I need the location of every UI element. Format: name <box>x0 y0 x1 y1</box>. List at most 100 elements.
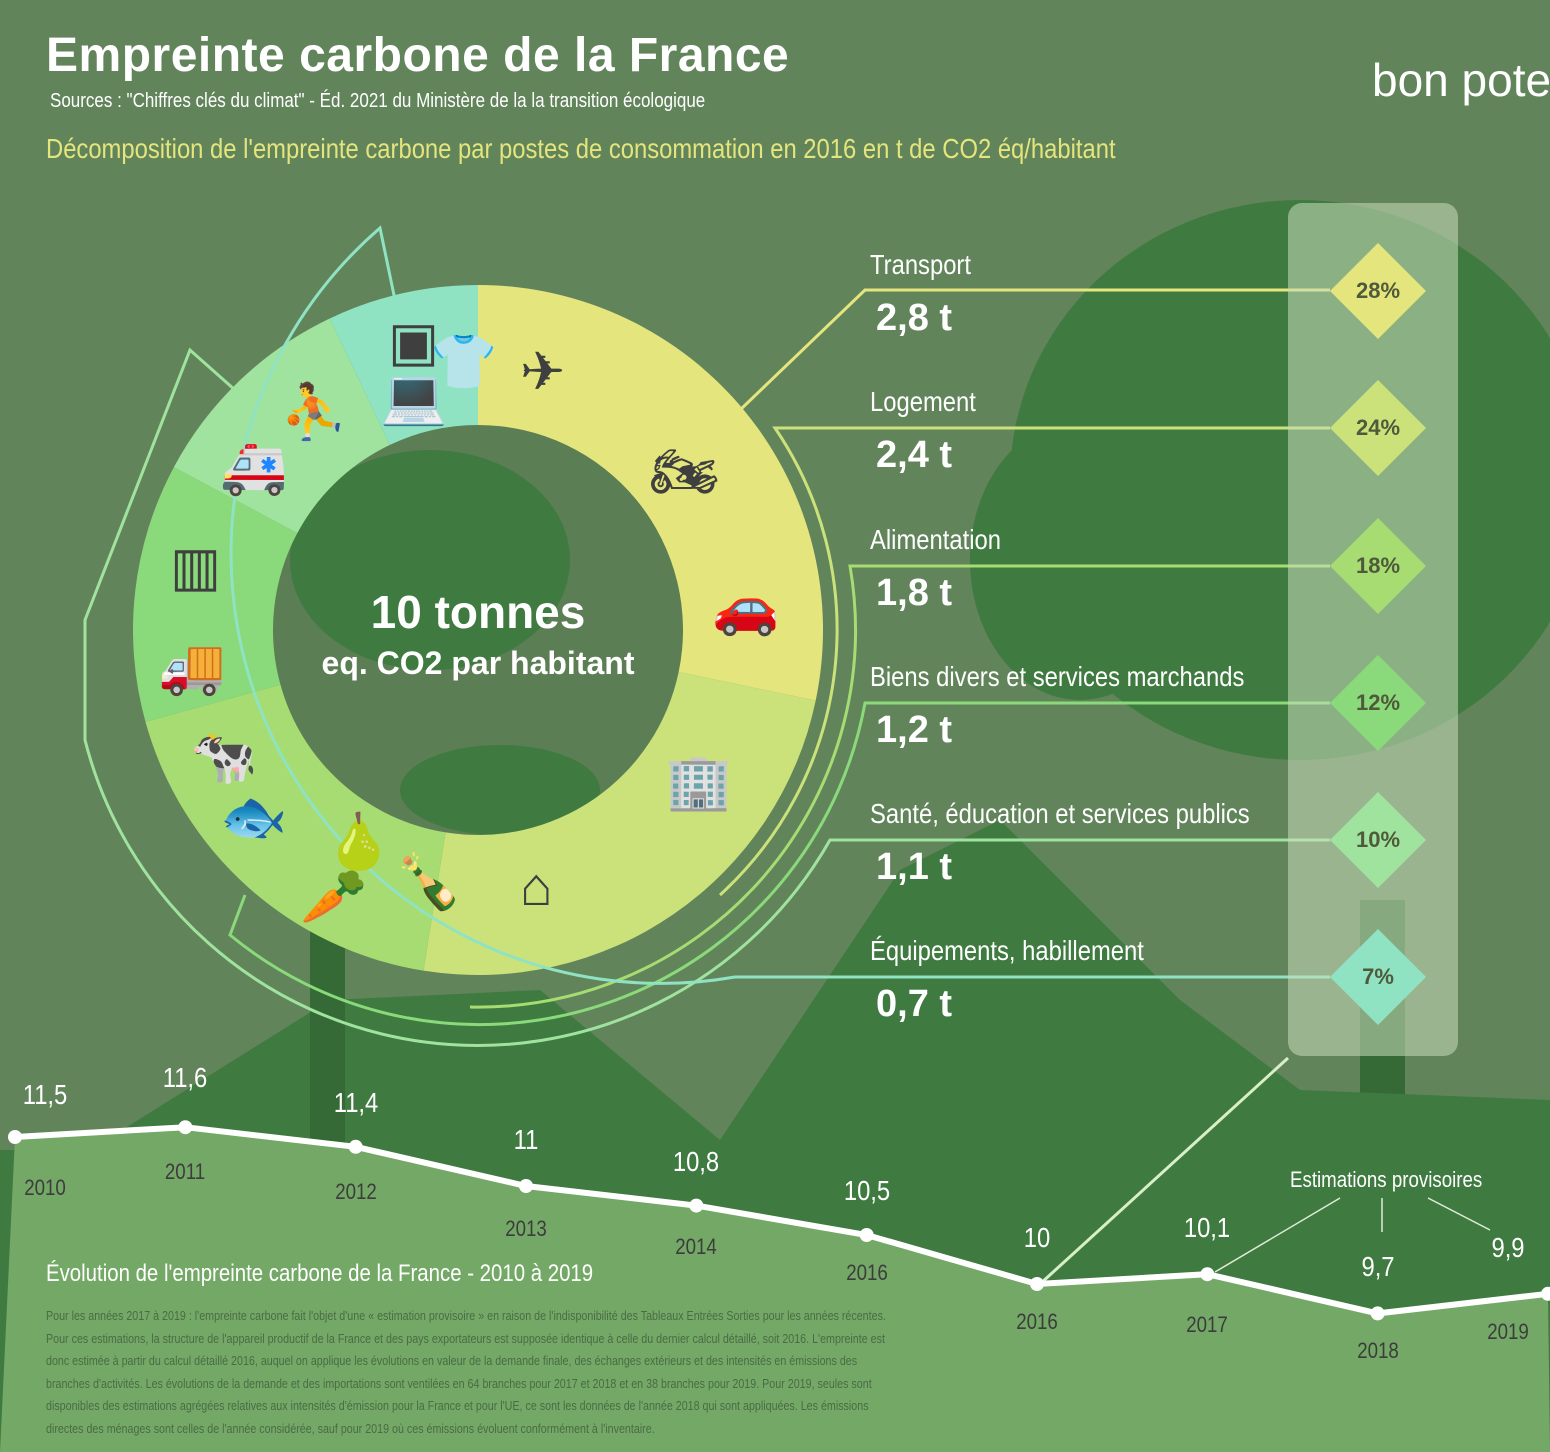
delivery-truck-icon: 🚚 <box>158 637 226 697</box>
line-year-label: 2012 <box>334 1178 377 1204</box>
line-year-label: 2013 <box>505 1216 547 1241</box>
percent-diamond <box>1330 518 1426 614</box>
category-value: 2,8 t <box>876 297 953 339</box>
category-label: Transport <box>870 249 971 280</box>
page-title: Empreinte carbone de la France <box>46 29 790 82</box>
category-label: Biens divers et services marchands <box>870 661 1245 692</box>
line-points <box>8 1120 1550 1321</box>
leader-biens <box>228 701 1330 1026</box>
line-point-2016 <box>1030 1277 1044 1291</box>
line-year-label: 2019 <box>1487 1318 1529 1344</box>
subtitle: Décomposition de l'empreinte carbone par… <box>46 133 1116 164</box>
line-value-label: 9,9 <box>1491 1231 1525 1263</box>
bottle-icon: 🍾 <box>395 852 463 912</box>
line-year-label: 2011 <box>165 1159 206 1185</box>
line-point-2019 <box>1541 1286 1550 1301</box>
line-value-label: 10,8 <box>673 1145 720 1177</box>
leader-transport <box>738 288 1330 412</box>
tree-crown-inner <box>400 745 600 835</box>
fish-icon: 🐟 <box>220 787 288 847</box>
ambulance-icon: 🚑 <box>220 437 288 497</box>
line-year-label: 2017 <box>1186 1312 1229 1338</box>
category-label: Alimentation <box>870 524 1001 555</box>
sweater-icon: 👕 <box>430 332 498 392</box>
line-year-label: 2010 <box>24 1175 66 1200</box>
category-label: Santé, éducation et services publics <box>870 798 1250 829</box>
category-percent: 10% <box>1355 827 1401 852</box>
category-percent: 7% <box>1362 964 1394 989</box>
tree-crown-inner <box>290 450 570 670</box>
sources: Sources : "Chiffres clés du climat" - Éd… <box>50 90 706 112</box>
category-value: 2,4 t <box>876 434 953 476</box>
bon-pote-logo: bon pote <box>1372 54 1550 106</box>
line-point-2016 <box>859 1228 874 1242</box>
card-icon: ▥ <box>170 537 222 597</box>
line-value-label: 11 <box>513 1124 539 1155</box>
line-point-2011 <box>178 1120 193 1135</box>
percent-diamond <box>1330 929 1426 1025</box>
percent-diamond <box>1330 243 1426 339</box>
line-chart-title: Évolution de l'empreinte carbone de la F… <box>46 1260 594 1287</box>
donut-segment-5 <box>329 285 478 445</box>
line-value-label: 11,4 <box>333 1086 378 1118</box>
line-point-2014 <box>689 1198 704 1213</box>
category-percent: 12% <box>1355 690 1401 715</box>
apartment-icon: 🏢 <box>665 752 733 812</box>
line-year-label: 2016 <box>1016 1309 1058 1334</box>
line-point-2017 <box>1200 1267 1215 1282</box>
category-value: 1,8 t <box>876 572 953 614</box>
line-value-label: 11,6 <box>163 1062 208 1094</box>
line-value-label: 9,7 <box>1361 1251 1395 1283</box>
percent-diamond <box>1330 792 1426 888</box>
donut-segment-1 <box>423 671 816 976</box>
category-value: 1,1 t <box>876 846 953 888</box>
category-value: 0,7 t <box>876 983 953 1025</box>
donut-center-total: 10 tonnes <box>370 586 586 638</box>
leader-lines <box>83 225 1330 1047</box>
footnote: Pour les années 2017 à 2019 : l'empreint… <box>46 1309 886 1436</box>
house-icon: ⌂ <box>520 857 553 917</box>
leader-sante <box>83 347 1330 1047</box>
line-point-2013 <box>519 1179 533 1193</box>
donut-center-unit: eq. CO2 par habitant <box>321 645 635 681</box>
line-value-label: 11,5 <box>22 1079 68 1110</box>
estimation-pointers <box>1214 1197 1491 1273</box>
washing-machine-icon: ▣ <box>388 312 440 372</box>
leader-equipements <box>229 225 1330 985</box>
leader-logement <box>718 426 1330 897</box>
line-point-2010 <box>8 1130 22 1144</box>
airplane-icon: ✈ <box>520 342 566 402</box>
donut-segment-4 <box>173 318 390 534</box>
panel-connector <box>1038 1056 1290 1286</box>
cow-icon: 🐄 <box>190 727 258 787</box>
line-chart-area <box>0 1127 1550 1452</box>
line-year-label: 2014 <box>675 1233 718 1259</box>
category-label: Équipements, habillement <box>870 935 1144 966</box>
line-value-label: 10 <box>1023 1222 1051 1253</box>
donut-segment-0 <box>478 285 824 701</box>
category-label: Logement <box>870 386 976 417</box>
laptop-icon: 💻 <box>380 367 448 427</box>
line-value-label: 10,5 <box>843 1175 890 1206</box>
motorcycle-icon: 🏍 <box>650 442 719 502</box>
tree-crown <box>970 420 1190 700</box>
donut-segment-3 <box>133 467 298 722</box>
line-value-label: 10,1 <box>1184 1212 1231 1244</box>
line-year-label: 2018 <box>1356 1338 1399 1364</box>
percent-diamond <box>1330 655 1426 751</box>
estimation-annotation: Estimations provisoires <box>1290 1167 1483 1192</box>
leader-alimentation <box>469 564 1330 1009</box>
line-point-2012 <box>348 1139 363 1154</box>
pear-icon: 🍐 <box>325 812 393 872</box>
line-series <box>14 1124 1549 1317</box>
car-icon: 🚗 <box>712 577 780 637</box>
donut-segment-2 <box>145 684 446 971</box>
category-percent: 18% <box>1355 553 1401 578</box>
donut-chart <box>133 285 824 976</box>
percent-diamonds <box>1330 243 1426 1025</box>
teacher-icon: ⛹ <box>280 382 348 442</box>
line-point-2018 <box>1370 1306 1385 1321</box>
line-year-label: 2016 <box>845 1260 888 1285</box>
percent-diamond <box>1330 380 1426 476</box>
